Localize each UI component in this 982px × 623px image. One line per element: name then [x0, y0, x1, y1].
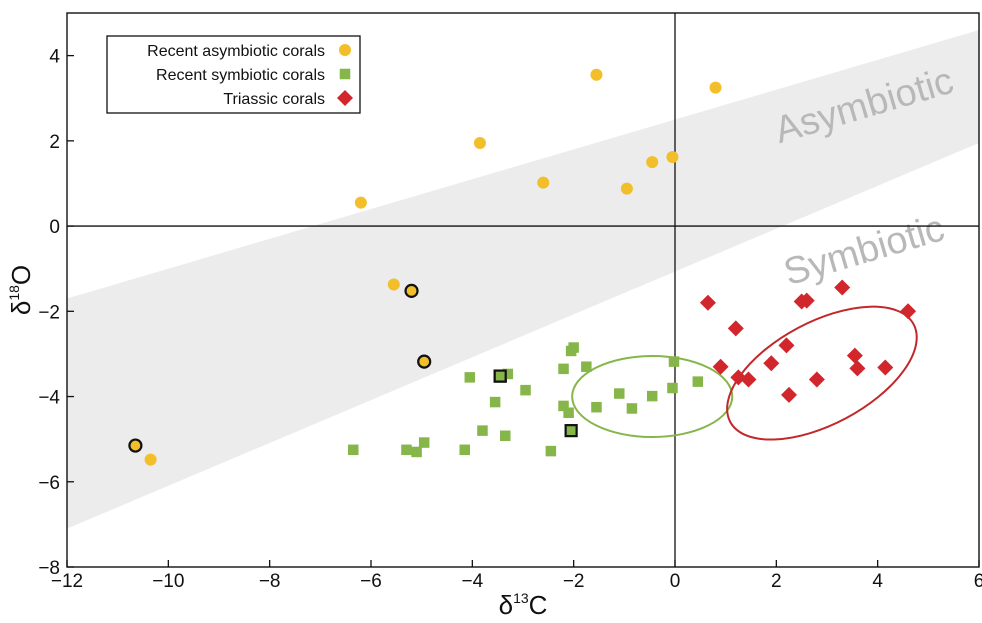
asymbiotic-band [67, 30, 979, 529]
legend-label: Recent asymbiotic corals [147, 43, 325, 60]
y-tick-label: 4 [49, 47, 60, 68]
square-point [581, 361, 592, 372]
square-point [489, 396, 501, 408]
square-point [667, 382, 678, 394]
square-point [502, 368, 514, 380]
square-point [568, 342, 579, 353]
diamond-point [699, 294, 716, 311]
series-recent-symbiotic-corals [348, 342, 704, 458]
square-point [591, 401, 602, 413]
ellipse-symbiotic [571, 355, 734, 439]
circle-point [354, 196, 367, 209]
circle-point [646, 156, 659, 169]
diamond-point [834, 279, 851, 296]
y-tick-label: −4 [38, 388, 60, 409]
y-tick-label: −8 [38, 558, 60, 579]
square-point [646, 390, 658, 402]
x-tick-label: −12 [51, 571, 83, 592]
square-point [493, 369, 507, 383]
diamond-point [877, 359, 894, 376]
x-tick-label: 2 [771, 571, 782, 592]
square-point [411, 446, 422, 458]
diamond-point [808, 371, 825, 388]
square-point [348, 444, 359, 456]
circle-point [473, 136, 486, 149]
band-asymbiotic [67, 30, 979, 529]
x-tick-label: 4 [872, 571, 883, 592]
circle-point [144, 453, 157, 466]
legend-circle-marker [339, 44, 351, 56]
square-point [563, 407, 574, 418]
circle-point [128, 438, 143, 453]
legend-diamond-marker [337, 90, 353, 106]
legend: Recent asymbiotic corals Recent symbiotic… [106, 35, 361, 114]
x-axis-label: δ13C [499, 590, 548, 620]
square-point [459, 444, 470, 456]
x-tick-label: 0 [670, 571, 681, 592]
y-tick-label: −2 [38, 302, 60, 323]
diamond-point [900, 303, 917, 320]
square-point [564, 424, 578, 438]
circle-point [709, 81, 722, 94]
y-tick-label: 2 [49, 132, 60, 153]
circle-point [537, 176, 550, 189]
y-tick-label: −6 [38, 473, 60, 494]
square-point [520, 384, 531, 396]
y-tick-label: 0 [49, 217, 60, 238]
x-tick-label: −6 [360, 571, 382, 592]
square-point [692, 376, 704, 387]
circle-point [590, 68, 603, 81]
circle-point [620, 182, 633, 195]
legend-label: Triassic corals [223, 91, 325, 108]
square-point [464, 372, 476, 383]
square-point [545, 445, 557, 457]
series-recent-asymbiotic-corals [128, 68, 722, 466]
diamond-point [727, 320, 744, 337]
diamond-point [712, 358, 729, 375]
legend-square-marker [339, 68, 351, 80]
square-point [558, 400, 569, 412]
axis-ticks: −12 −10 −8 −6 −4 −2 0 2 4 6 −8 −6 −4 −2 0 2 4 [38, 47, 982, 592]
legend-label: Recent symbiotic corals [156, 67, 325, 84]
diamond-point [798, 292, 815, 309]
zero-reference-lines [67, 13, 979, 567]
circle-point [666, 151, 679, 164]
diamond-point [781, 386, 797, 403]
confidence-ellipses [571, 305, 918, 441]
square-point [401, 444, 412, 456]
square-point [558, 363, 569, 375]
diamond-point [849, 360, 866, 377]
legend-box [106, 35, 361, 114]
x-tick-label: 6 [974, 571, 982, 592]
square-point [614, 388, 625, 399]
x-tick-label: −4 [461, 571, 483, 592]
data-points [128, 68, 917, 466]
diamond-point [846, 347, 863, 364]
square-point [418, 437, 430, 448]
series-triassic-corals [699, 279, 917, 403]
diamond-point [740, 371, 757, 388]
diamond-point [763, 355, 780, 372]
diamond-point [730, 369, 747, 386]
band-label-symbiotic: Symbiotic [779, 207, 949, 294]
x-tick-label: −8 [259, 571, 281, 592]
square-point [626, 403, 638, 414]
plot-frame [66, 12, 980, 568]
square-point [500, 430, 511, 441]
y-axis-label: δ18O [6, 265, 36, 315]
circle-point [417, 354, 432, 369]
square-point [477, 425, 488, 436]
ellipse-triassic [726, 305, 918, 441]
x-tick-label: −10 [152, 571, 184, 592]
circle-point [387, 278, 400, 291]
circle-point [404, 283, 419, 298]
square-point [668, 356, 680, 367]
x-tick-label: −2 [563, 571, 585, 592]
diamond-point [778, 337, 795, 354]
